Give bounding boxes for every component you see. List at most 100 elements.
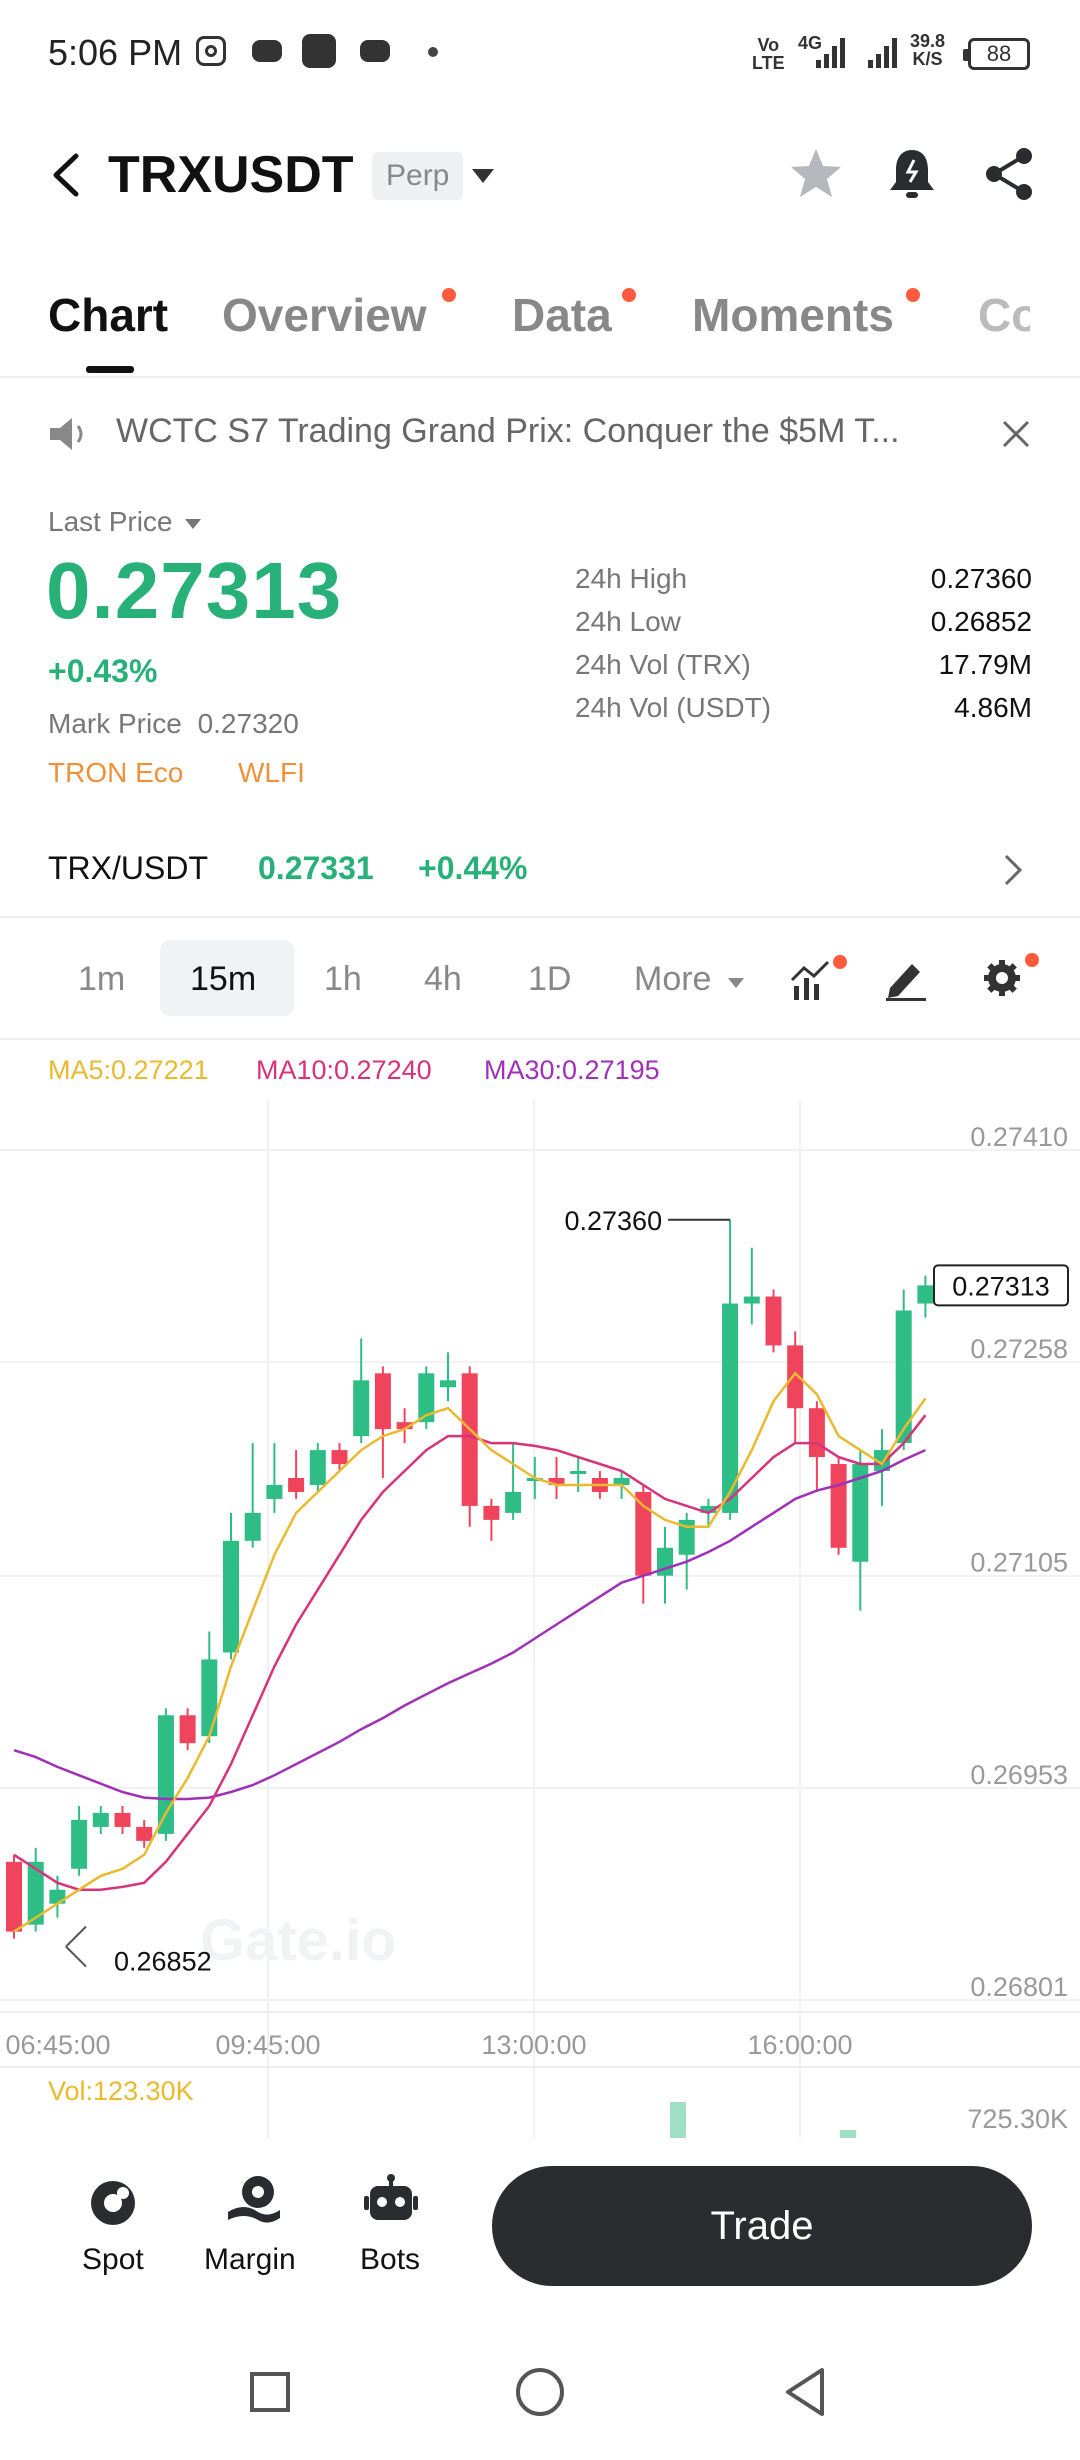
stat-value-vol-usdt: 4.86M bbox=[954, 692, 1032, 723]
chevron-right-icon[interactable] bbox=[1000, 852, 1024, 888]
tab-overview[interactable]: Overview bbox=[222, 289, 427, 341]
candle-body bbox=[808, 1408, 825, 1458]
margin-icon[interactable] bbox=[224, 2172, 284, 2230]
share-icon[interactable] bbox=[982, 146, 1038, 202]
announcement-text[interactable]: WCTC S7 Trading Grand Prix: Conquer the … bbox=[116, 412, 900, 450]
candles-group bbox=[6, 1219, 934, 1939]
price-change: +0.43% bbox=[48, 653, 158, 689]
stat-label-vol-trx: 24h Vol (TRX) bbox=[575, 649, 751, 680]
last-price-label[interactable]: Last Price bbox=[48, 506, 202, 538]
tab-data-dot bbox=[622, 288, 636, 302]
nav-bots[interactable]: Bots bbox=[360, 2243, 421, 2276]
ma5-label: MA5:0.27221 bbox=[48, 1055, 209, 1085]
moving-averages-group bbox=[13, 1371, 927, 1933]
interval-1h[interactable]: 1h bbox=[324, 960, 362, 998]
stat-label-low: 24h Low bbox=[575, 606, 681, 637]
volume-bar bbox=[840, 2130, 856, 2138]
candle-body bbox=[266, 1484, 283, 1499]
volume-divider bbox=[0, 2066, 1080, 2068]
volume-label: Vol:123.30K bbox=[48, 2076, 194, 2106]
ma5-line bbox=[13, 1371, 927, 1933]
trade-button[interactable]: Trade bbox=[492, 2166, 1032, 2286]
candle-body bbox=[678, 1519, 695, 1555]
back-triangle-icon[interactable] bbox=[782, 2366, 830, 2418]
candle-body bbox=[374, 1373, 391, 1430]
star-icon[interactable] bbox=[788, 146, 844, 202]
y-tick-label: 0.27258 bbox=[970, 1334, 1068, 1364]
interval-1d[interactable]: 1D bbox=[528, 960, 572, 998]
candle-body bbox=[743, 1296, 760, 1304]
candle-body bbox=[223, 1540, 239, 1653]
low-marker-label: 0.26852 bbox=[114, 1947, 212, 1977]
tab-moments[interactable]: Moments bbox=[692, 289, 894, 341]
candle-body bbox=[353, 1380, 370, 1437]
interval-more-label: More bbox=[634, 960, 712, 998]
mark-price-label: Mark Price bbox=[48, 708, 182, 739]
interval-selected-bg bbox=[160, 940, 294, 1016]
volume-max-label: 725.30K bbox=[967, 2104, 1068, 2134]
tag-tron-eco[interactable]: TRON Eco bbox=[48, 757, 184, 788]
candle-body bbox=[787, 1345, 804, 1409]
candle-body bbox=[244, 1512, 261, 1541]
candle-body bbox=[917, 1285, 934, 1304]
interval-4h[interactable]: 4h bbox=[424, 960, 462, 998]
recent-apps-icon[interactable] bbox=[250, 2372, 290, 2412]
network-speed: 39.8 K/S bbox=[910, 32, 945, 68]
candle-body bbox=[461, 1373, 478, 1506]
instagram-icon bbox=[196, 36, 226, 66]
chart-annotations: 0.27360 0.26852 0.27313 bbox=[65, 1206, 1069, 1977]
status-bar: 5:06 PM Vo LTE 4G 39.8 K/S 88 bbox=[0, 0, 1080, 110]
stat-value-high: 0.27360 bbox=[930, 563, 1032, 594]
y-axis-ticks: 0.27410 0.27258 0.27105 0.26953 0.26801 bbox=[970, 1122, 1068, 2002]
indicators-icon[interactable] bbox=[790, 954, 850, 1004]
candlestick-chart[interactable]: Gate.io 0.27410 0.27258 0.27105 0.26953 0.26… bbox=[0, 1100, 1080, 2140]
mark-price-value: 0.27320 bbox=[197, 708, 299, 739]
candle-body bbox=[6, 1861, 22, 1932]
speaker-icon bbox=[50, 418, 83, 450]
stat-value-vol-trx: 17.79M bbox=[938, 649, 1032, 680]
bots-robot-icon[interactable] bbox=[364, 2174, 418, 2230]
tab-chart[interactable]: Chart bbox=[48, 289, 169, 341]
candle-body bbox=[179, 1715, 196, 1744]
current-price-label: 0.27313 bbox=[952, 1271, 1050, 1301]
stat-label-high: 24h High bbox=[575, 563, 688, 594]
y-tick-label: 0.26801 bbox=[970, 1972, 1068, 2002]
tag-wlfi[interactable]: WLFI bbox=[238, 757, 305, 788]
candle-body bbox=[440, 1380, 456, 1388]
interval-more[interactable]: More bbox=[634, 960, 745, 999]
speed-value: 39.8 bbox=[910, 31, 946, 51]
symbol-title[interactable]: TRXUSDT bbox=[108, 146, 354, 204]
back-arrow-icon[interactable] bbox=[48, 150, 84, 200]
tab-moments-dot bbox=[906, 288, 920, 302]
nav-margin[interactable]: Margin bbox=[204, 2243, 296, 2276]
interval-15m[interactable]: 15m bbox=[190, 960, 257, 998]
pencil-draw-icon[interactable] bbox=[884, 954, 928, 1002]
y-tick-label: 0.27105 bbox=[970, 1548, 1068, 1578]
candle-body bbox=[288, 1477, 305, 1492]
more-caret-icon bbox=[727, 978, 744, 988]
chart-grid bbox=[0, 1100, 1080, 2140]
status-time: 5:06 PM bbox=[48, 32, 183, 73]
close-icon[interactable] bbox=[1000, 418, 1032, 450]
alert-bell-icon[interactable] bbox=[884, 144, 940, 204]
vpn-icon bbox=[302, 34, 336, 68]
ma10-line bbox=[13, 1414, 927, 1891]
game-icon-2 bbox=[360, 40, 390, 62]
home-icon[interactable] bbox=[516, 2368, 564, 2416]
tab-copy-truncated[interactable]: Co bbox=[978, 289, 1030, 341]
interval-divider bbox=[0, 1038, 1080, 1040]
last-price-label-text: Last Price bbox=[48, 506, 173, 537]
spot-pair-name: TRX/USDT bbox=[48, 850, 208, 886]
spot-icon[interactable] bbox=[86, 2176, 140, 2230]
gear-icon[interactable] bbox=[980, 950, 1040, 1004]
interval-1m[interactable]: 1m bbox=[78, 960, 126, 998]
candle-body bbox=[570, 1471, 587, 1475]
x-tick-label: 09:45:00 bbox=[215, 2030, 320, 2060]
tab-data[interactable]: Data bbox=[512, 289, 612, 341]
dropdown-caret-icon[interactable] bbox=[470, 166, 496, 186]
x-tick-label: 13:00:00 bbox=[481, 2030, 586, 2060]
nav-spot[interactable]: Spot bbox=[82, 2243, 144, 2276]
candle-body bbox=[71, 1819, 88, 1869]
candle-body bbox=[830, 1464, 847, 1548]
volume-bar bbox=[670, 2102, 686, 2138]
